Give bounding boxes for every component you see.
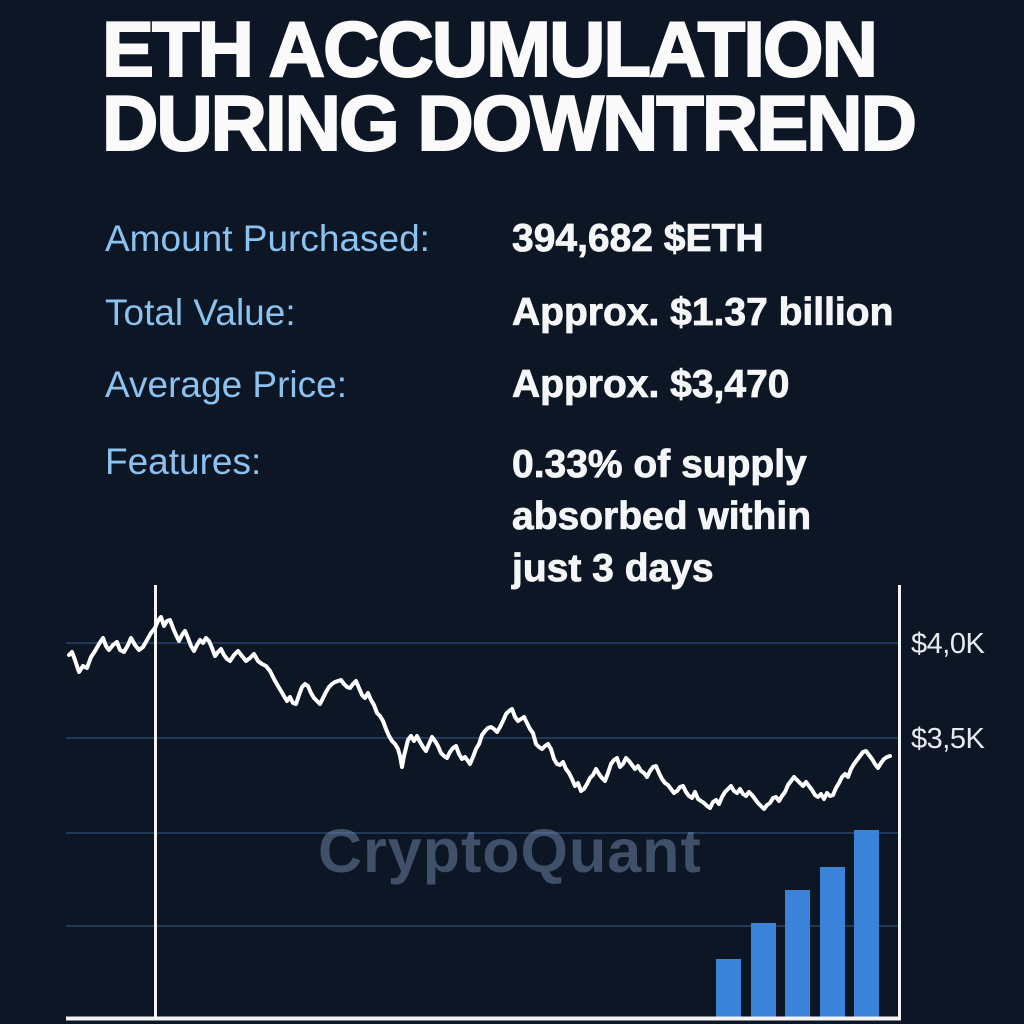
title-line-2: DURING DOWNTREND (101, 79, 918, 167)
eth-price-line (67, 615, 892, 811)
cryptoquant-watermark: CryptoQuant (318, 817, 702, 885)
stat-value-amount-purchased: 394,682 $ETH (512, 217, 764, 261)
stat-label-amount-purchased: Amount Purchased: (105, 218, 430, 259)
chart-frame-lines (66, 585, 901, 1021)
stat-value-total-value: Approx. $1.37 billion (512, 291, 894, 335)
features-line-1: 0.33% of supply (512, 443, 808, 487)
stat-label-average-price: Average Price: (105, 364, 347, 405)
title-line-1: ETH ACCUMULATION (101, 5, 879, 93)
features-line-2: absorbed within (512, 495, 812, 539)
y-axis-tick-4000: $4,0K (911, 628, 985, 660)
stat-label-features: Features: (105, 441, 262, 482)
stat-value-average-price: Approx. $3,470 (512, 363, 790, 407)
page-title: ETH ACCUMULATION DURING DOWNTREND (101, 5, 918, 167)
features-line-3: just 3 days (512, 547, 714, 591)
y-axis-tick-3500: $3,5K (911, 723, 985, 755)
stat-label-total-value: Total Value: (105, 292, 296, 333)
stat-value-features: 0.33% of supply absorbed within just 3 d… (512, 439, 812, 595)
volume-bars (716, 830, 879, 1018)
